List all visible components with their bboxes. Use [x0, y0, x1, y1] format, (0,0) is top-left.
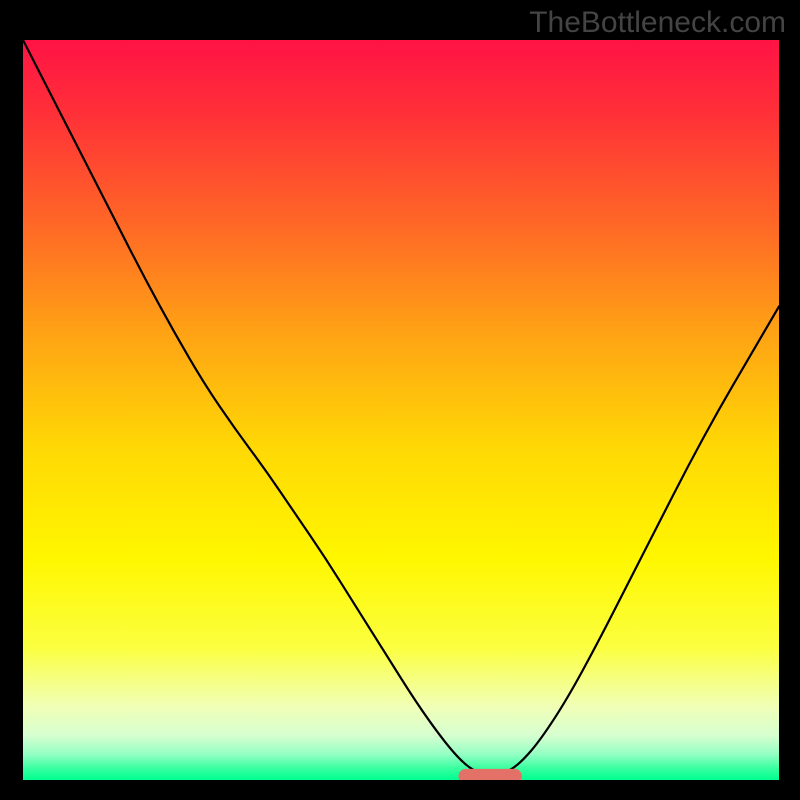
chart-container: TheBottleneck.com — [0, 0, 800, 800]
bottleneck-chart — [23, 40, 779, 780]
plot-area — [23, 40, 779, 780]
optimal-range-marker — [458, 769, 521, 780]
gradient-background — [23, 40, 779, 780]
watermark-text: TheBottleneck.com — [529, 6, 786, 40]
